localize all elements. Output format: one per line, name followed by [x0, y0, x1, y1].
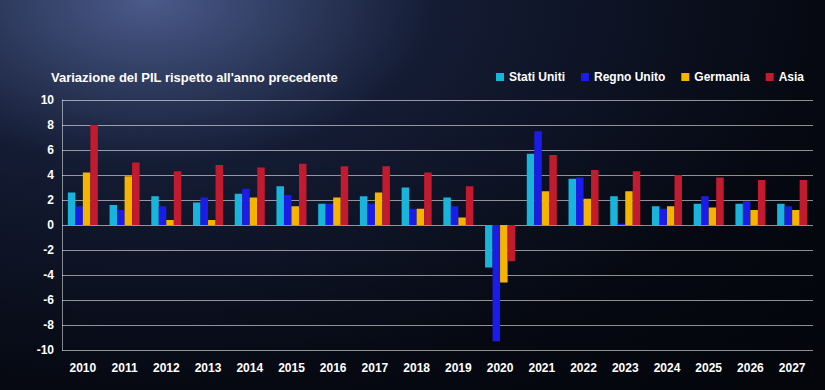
- svg-text:2018: 2018: [403, 361, 430, 375]
- svg-text:2026: 2026: [737, 361, 764, 375]
- svg-text:2012: 2012: [153, 361, 180, 375]
- svg-text:-10: -10: [37, 343, 55, 357]
- svg-text:4: 4: [47, 168, 54, 182]
- svg-text:2022: 2022: [570, 361, 597, 375]
- svg-text:10: 10: [41, 93, 55, 107]
- svg-text:2015: 2015: [278, 361, 305, 375]
- svg-text:2019: 2019: [445, 361, 472, 375]
- svg-text:2025: 2025: [695, 361, 722, 375]
- svg-text:8: 8: [47, 118, 54, 132]
- svg-text:2017: 2017: [362, 361, 389, 375]
- svg-text:Germania: Germania: [694, 70, 750, 84]
- svg-text:-4: -4: [43, 268, 54, 282]
- svg-text:2021: 2021: [528, 361, 555, 375]
- svg-text:2016: 2016: [320, 361, 347, 375]
- svg-text:-8: -8: [43, 318, 54, 332]
- svg-text:-2: -2: [43, 243, 54, 257]
- svg-text:Regno Unito: Regno Unito: [594, 70, 665, 84]
- svg-text:0: 0: [47, 218, 54, 232]
- svg-text:2: 2: [47, 193, 54, 207]
- svg-text:2027: 2027: [779, 361, 806, 375]
- svg-text:Variazione del PIL rispetto al: Variazione del PIL rispetto all'anno pre…: [51, 70, 338, 85]
- svg-text:6: 6: [47, 143, 54, 157]
- svg-text:2014: 2014: [236, 361, 263, 375]
- svg-text:2020: 2020: [487, 361, 514, 375]
- svg-text:2011: 2011: [112, 361, 138, 375]
- svg-text:-6: -6: [43, 293, 54, 307]
- svg-text:2010: 2010: [70, 361, 97, 375]
- svg-text:Stati Uniti: Stati Uniti: [509, 70, 565, 84]
- svg-text:Asia: Asia: [779, 70, 805, 84]
- svg-text:2024: 2024: [654, 361, 681, 375]
- svg-text:2023: 2023: [612, 361, 639, 375]
- svg-text:2013: 2013: [195, 361, 222, 375]
